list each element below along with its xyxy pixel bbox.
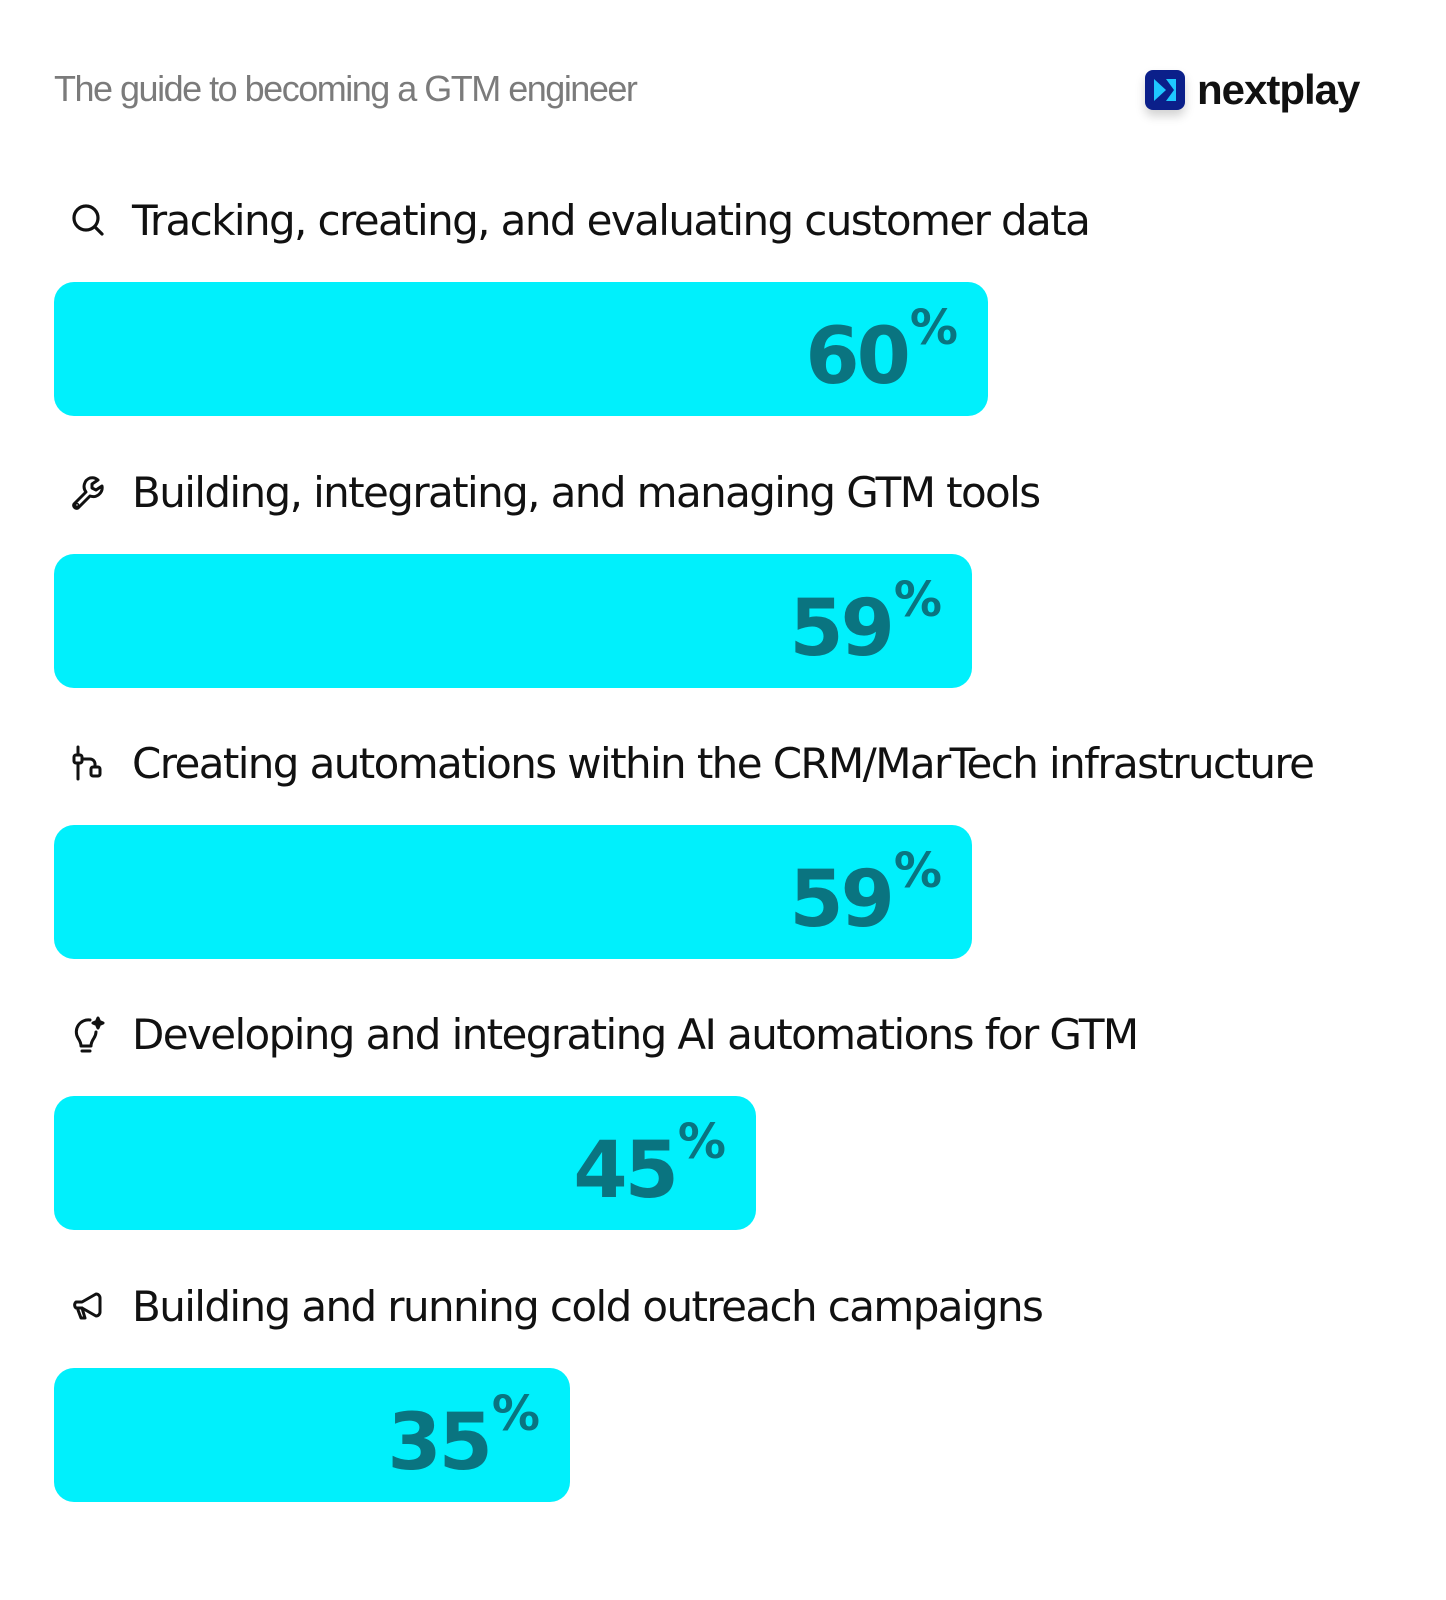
bar-value: 45% bbox=[573, 1114, 726, 1216]
workflow-icon bbox=[66, 741, 110, 785]
bar-value: 59% bbox=[789, 843, 942, 945]
chart-row: Developing and integrating AI automation… bbox=[54, 1004, 1394, 1230]
ai-bulb-icon bbox=[66, 1012, 110, 1056]
bar-value: 35% bbox=[387, 1386, 540, 1488]
bar-value: 59% bbox=[789, 572, 942, 674]
row-label: Building, integrating, and managing GTM … bbox=[132, 467, 1041, 517]
bar: 45% bbox=[54, 1096, 756, 1230]
nextplay-logo: nextplay bbox=[1145, 66, 1360, 114]
bar: 59% bbox=[54, 825, 972, 959]
row-label: Building and running cold outreach campa… bbox=[132, 1281, 1044, 1331]
row-label: Creating automations within the CRM/MarT… bbox=[132, 738, 1315, 788]
page-title: The guide to becoming a GTM engineer bbox=[54, 68, 638, 109]
search-icon bbox=[66, 198, 110, 242]
bar-value: 60% bbox=[805, 300, 958, 402]
wrench-icon bbox=[66, 470, 110, 514]
megaphone-icon bbox=[66, 1284, 110, 1328]
logo-text: nextplay bbox=[1197, 66, 1360, 113]
chart-row: Building and running cold outreach campa… bbox=[54, 1276, 1394, 1502]
chart-row: Creating automations within the CRM/MarT… bbox=[54, 733, 1394, 959]
bar: 60% bbox=[54, 282, 988, 416]
row-label: Developing and integrating AI automation… bbox=[132, 1009, 1139, 1059]
bar: 59% bbox=[54, 554, 972, 688]
chart-row: Building, integrating, and managing GTM … bbox=[54, 462, 1394, 688]
chart-row: Tracking, creating, and evaluating custo… bbox=[54, 190, 1394, 416]
row-label: Tracking, creating, and evaluating custo… bbox=[132, 195, 1091, 245]
bar: 35% bbox=[54, 1368, 570, 1502]
logo-mark-icon bbox=[1145, 70, 1185, 110]
